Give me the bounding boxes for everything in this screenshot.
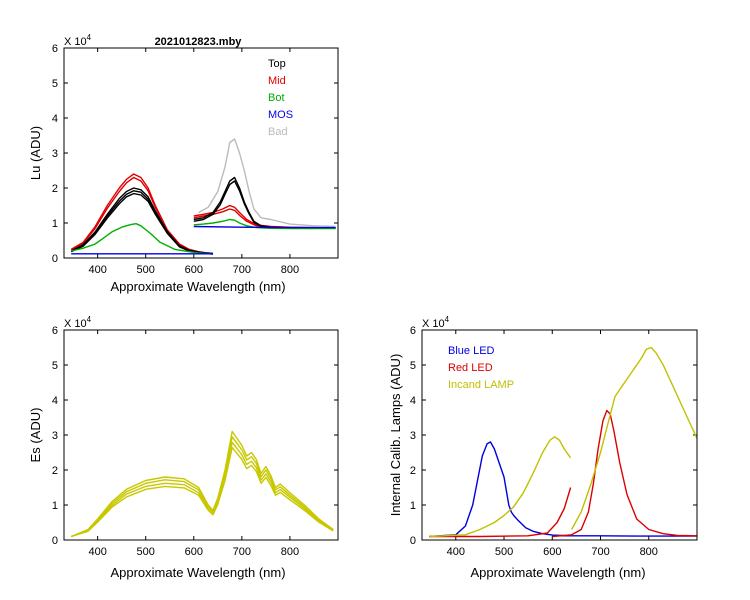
legend-entry: Red LED <box>448 362 493 374</box>
chart-es: X 104 Approximate Wavelength (nm) Es (AD… <box>28 315 339 580</box>
y-tick-label: 2 <box>52 465 58 477</box>
y-tick-label: 1 <box>52 218 58 230</box>
series-line-mos <box>193 225 336 229</box>
y-tick-label: 2 <box>52 183 58 195</box>
legend-entry: Bot <box>268 92 285 104</box>
plot-frame <box>421 329 698 541</box>
legend-entry: MOS <box>268 109 293 121</box>
series-line-es <box>70 446 334 538</box>
y-axis-label: Es (ADU) <box>28 408 43 463</box>
series-line-top <box>193 180 336 230</box>
y-exponent-label: X 104 <box>422 315 450 330</box>
y-exponent-label: X 104 <box>64 33 92 48</box>
y-tick-label: 5 <box>52 78 58 90</box>
y-tick-label: 5 <box>52 360 58 372</box>
series-line-red-led <box>552 409 698 538</box>
series-line-mid <box>70 176 214 255</box>
plot-frame <box>63 329 339 541</box>
legend: Top Mid Bot MOS Bad <box>268 58 293 138</box>
chart-lamps: X 104 Approximate Wavelength (nm) Intern… <box>388 315 698 580</box>
series-line-red-led <box>429 487 572 538</box>
x-tick-label: 700 <box>233 264 251 276</box>
y-tick-label: 4 <box>410 395 416 407</box>
plot-frame <box>63 47 339 259</box>
series-line-top <box>193 176 336 229</box>
legend-entry: Top <box>268 58 286 70</box>
series-group <box>70 138 336 255</box>
axis-ticks: 400 500 600 700 800 0 1 2 3 4 5 6 <box>410 325 697 558</box>
x-tick-label: 500 <box>137 264 155 276</box>
legend: Blue LED Red LED Incand LAMP <box>448 345 514 391</box>
y-axis-label: Lu (ADU) <box>28 126 43 180</box>
x-tick-label: 400 <box>447 546 465 558</box>
axis-ticks: 400 500 600 700 800 0 1 2 3 4 5 6 <box>52 43 338 276</box>
series-line-bad <box>198 138 336 228</box>
series-line-mid <box>70 173 214 255</box>
y-tick-label: 4 <box>52 395 58 407</box>
legend-entry: Bad <box>268 126 288 138</box>
x-tick-label: 500 <box>495 546 513 558</box>
x-tick-label: 800 <box>640 546 658 558</box>
y-tick-label: 0 <box>410 535 416 547</box>
axis-ticks: 400 500 600 700 800 0 1 2 3 4 5 6 <box>52 325 338 558</box>
x-axis-label: Approximate Wavelength (nm) <box>110 565 285 580</box>
series-line-incand-lamp <box>570 346 698 530</box>
x-tick-label: 500 <box>137 546 155 558</box>
y-tick-label: 4 <box>52 113 58 125</box>
y-tick-label: 0 <box>52 535 58 547</box>
series-group <box>429 346 698 538</box>
y-tick-label: 6 <box>52 43 58 55</box>
series-group <box>70 430 334 538</box>
y-tick-label: 3 <box>52 430 58 442</box>
series-line-es <box>70 430 334 538</box>
x-tick-label: 600 <box>543 546 561 558</box>
series-line-blue-led <box>429 441 572 538</box>
y-axis-label: Internal Calib. Lamps (ADU) <box>388 354 403 517</box>
x-tick-label: 600 <box>185 546 203 558</box>
y-tick-label: 2 <box>410 465 416 477</box>
legend-entry: Incand LAMP <box>448 379 514 391</box>
x-tick-label: 700 <box>233 546 251 558</box>
series-line-top <box>70 187 214 255</box>
series-line-incand-lamp <box>429 436 572 538</box>
series-line-es <box>70 441 334 538</box>
y-exponent-label: X 104 <box>64 315 92 330</box>
y-tick-label: 1 <box>52 500 58 512</box>
y-tick-label: 5 <box>410 360 416 372</box>
x-axis-label: Approximate Wavelength (nm) <box>110 279 285 294</box>
legend-entry: Blue LED <box>448 345 495 357</box>
y-tick-label: 6 <box>52 325 58 337</box>
x-tick-label: 800 <box>281 546 299 558</box>
y-tick-label: 3 <box>410 430 416 442</box>
legend-entry: Mid <box>268 75 286 87</box>
x-tick-label: 400 <box>88 264 106 276</box>
series-line-bot <box>193 218 336 230</box>
y-tick-label: 1 <box>410 500 416 512</box>
x-tick-label: 400 <box>88 546 106 558</box>
x-axis-label: Approximate Wavelength (nm) <box>470 565 645 580</box>
chart-lu: 2021012823.mby X 104 Approximate Wavelen… <box>28 33 339 294</box>
x-tick-label: 700 <box>591 546 609 558</box>
y-tick-label: 6 <box>410 325 416 337</box>
series-line-es <box>70 436 334 538</box>
x-tick-label: 600 <box>185 264 203 276</box>
series-line-bot <box>71 222 214 255</box>
y-tick-label: 3 <box>52 148 58 160</box>
x-tick-label: 800 <box>281 264 299 276</box>
y-tick-label: 0 <box>52 253 58 265</box>
chart-title: 2021012823.mby <box>155 36 243 48</box>
